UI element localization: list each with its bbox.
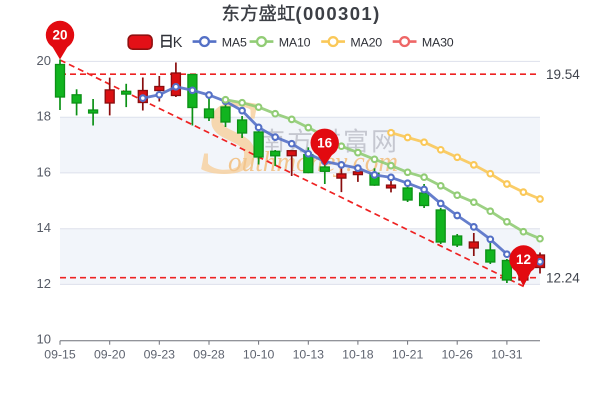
svg-text:16: 16: [317, 135, 333, 150]
svg-text:10: 10: [37, 332, 51, 347]
svg-text:10-21: 10-21: [392, 348, 424, 362]
svg-text:12.24: 12.24: [546, 270, 580, 285]
svg-text:19.54: 19.54: [546, 67, 580, 82]
svg-text:MA10: MA10: [279, 35, 311, 49]
svg-text:12: 12: [516, 252, 531, 267]
svg-text:10-18: 10-18: [342, 348, 374, 362]
svg-text:14: 14: [37, 220, 51, 235]
svg-text:MA20: MA20: [350, 35, 382, 49]
svg-text:10-26: 10-26: [441, 348, 473, 362]
svg-text:MA5: MA5: [222, 35, 247, 49]
svg-text:09-15: 09-15: [44, 348, 76, 362]
svg-text:20: 20: [52, 28, 67, 43]
svg-text:09-20: 09-20: [94, 348, 126, 362]
svg-text:20: 20: [37, 53, 51, 68]
svg-text:10-13: 10-13: [293, 348, 325, 362]
svg-text:(000301): (000301): [295, 3, 380, 24]
svg-text:12: 12: [37, 276, 51, 291]
svg-text:16: 16: [37, 164, 51, 179]
svg-text:K: K: [173, 35, 183, 51]
svg-text:10-10: 10-10: [243, 348, 275, 362]
svg-text:MA30: MA30: [422, 35, 454, 49]
svg-text:18: 18: [37, 109, 51, 124]
svg-text:09-28: 09-28: [193, 348, 225, 362]
svg-text:10-31: 10-31: [491, 348, 523, 362]
svg-text:09-23: 09-23: [144, 348, 176, 362]
